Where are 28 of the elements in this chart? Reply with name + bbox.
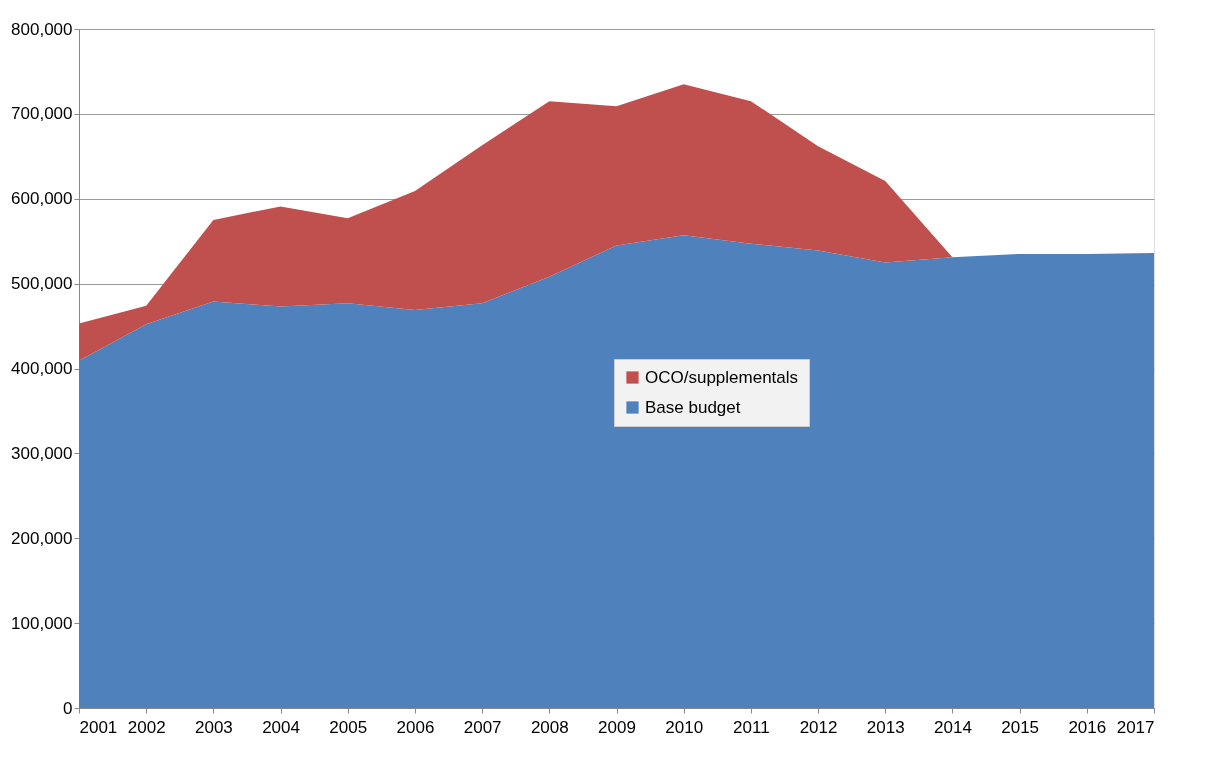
y-tick-label: 300,000 bbox=[11, 443, 73, 463]
y-tick-label: 400,000 bbox=[11, 359, 73, 378]
x-tick-label: 2006 bbox=[396, 717, 435, 737]
x-tick-label: 2010 bbox=[665, 717, 704, 737]
x-tick-label: 2013 bbox=[866, 717, 905, 737]
x-tick-label: 2016 bbox=[1068, 717, 1107, 737]
x-tick-label: 2007 bbox=[463, 717, 502, 737]
y-tick-label: 500,000 bbox=[11, 274, 73, 294]
x-tick-label: 2012 bbox=[799, 717, 838, 737]
legend-label: OCO/supplementals bbox=[645, 367, 799, 387]
x-tick-label: 2014 bbox=[934, 717, 972, 737]
x-tick-label: 2003 bbox=[194, 717, 233, 737]
legend-label: Base budget bbox=[645, 397, 741, 417]
y-tick-label: 700,000 bbox=[11, 104, 73, 124]
y-tick-label: 600,000 bbox=[11, 189, 73, 209]
x-tick-label: 2008 bbox=[530, 717, 569, 737]
x-tick-label: 2004 bbox=[262, 717, 300, 737]
x-tick-label: 2009 bbox=[598, 717, 636, 737]
y-tick-label: 0 bbox=[63, 698, 73, 718]
x-tick-label: 2011 bbox=[733, 717, 770, 737]
y-tick-label: 800,000 bbox=[11, 19, 73, 39]
x-tick-label: 2005 bbox=[329, 717, 368, 737]
y-tick-label: 100,000 bbox=[11, 613, 73, 633]
x-tick-label: 2017 bbox=[1116, 717, 1155, 737]
y-tick-label: 200,000 bbox=[11, 528, 73, 548]
x-tick-label: 2001 bbox=[79, 717, 118, 737]
x-tick-label: 2015 bbox=[1001, 717, 1040, 737]
x-tick-label: 2002 bbox=[127, 717, 166, 737]
